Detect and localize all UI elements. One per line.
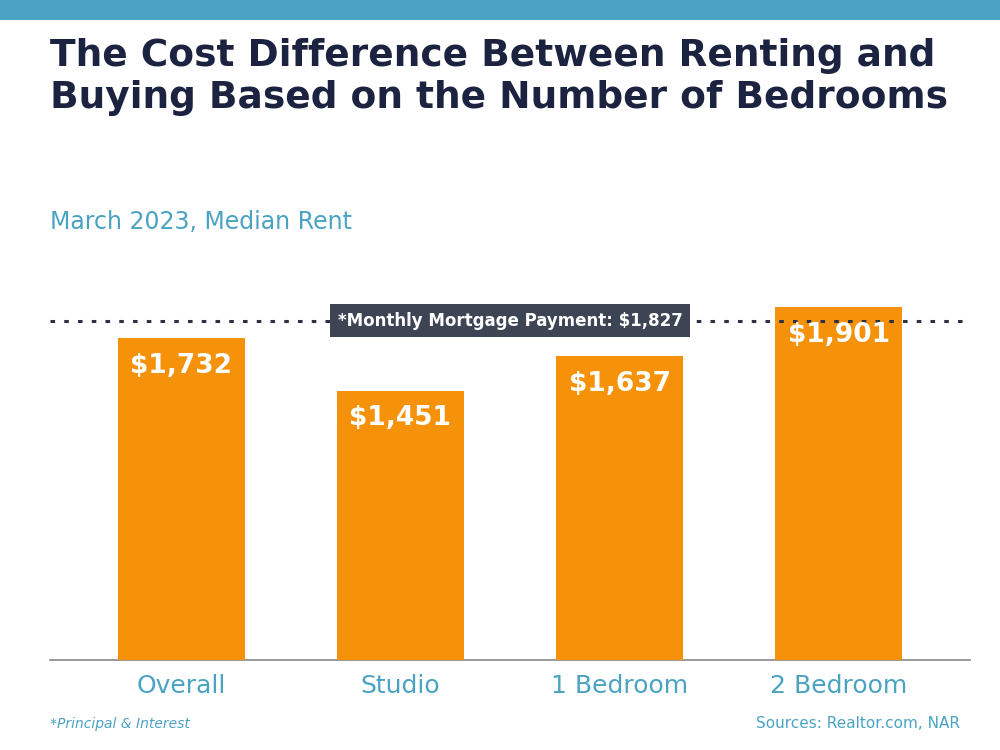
Text: The Cost Difference Between Renting and
Buying Based on the Number of Bedrooms: The Cost Difference Between Renting and … [50,38,948,116]
Bar [556,356,683,660]
Text: $1,637: $1,637 [569,370,671,397]
Text: $1,732: $1,732 [130,353,232,380]
Bar [118,338,245,660]
Text: Sources: Realtor.com, NAR: Sources: Realtor.com, NAR [756,716,960,731]
Bar [775,307,902,660]
Text: $1,451: $1,451 [349,406,451,431]
Text: *Monthly Mortgage Payment: $1,827: *Monthly Mortgage Payment: $1,827 [338,312,682,330]
Text: $1,901: $1,901 [788,322,890,348]
Text: *Principal & Interest: *Principal & Interest [50,717,190,731]
Text: March 2023, Median Rent: March 2023, Median Rent [50,210,352,234]
Bar [337,391,464,660]
